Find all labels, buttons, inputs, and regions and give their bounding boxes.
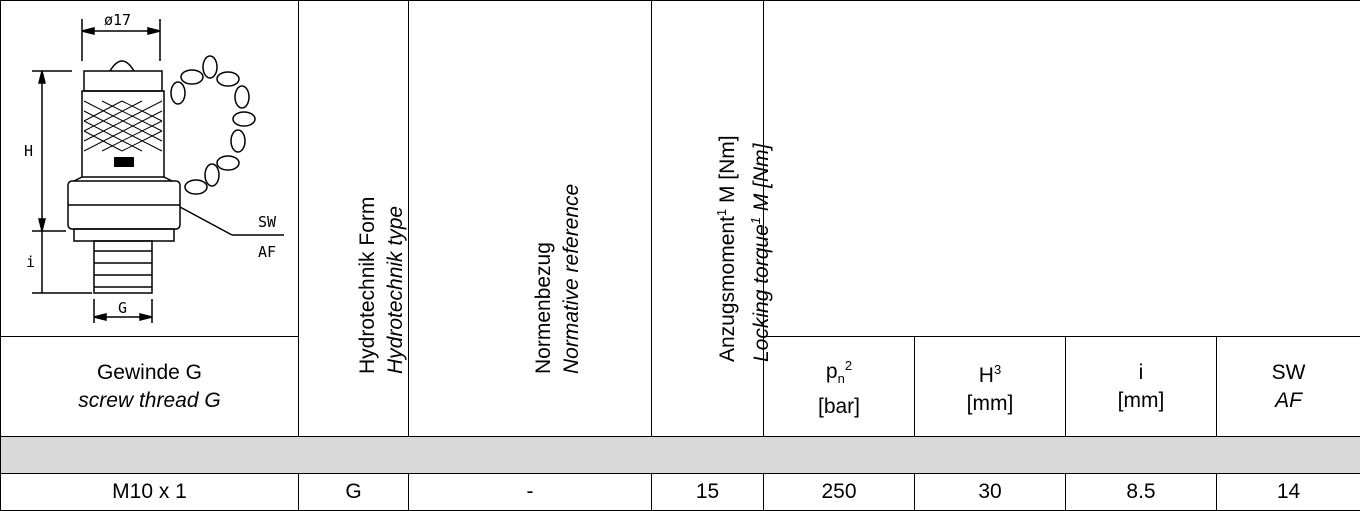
pn-sym: p bbox=[826, 360, 838, 383]
cell-pn: 250 bbox=[764, 474, 915, 511]
h-sym: H bbox=[979, 364, 994, 387]
pn-unit: [bar] bbox=[764, 393, 914, 421]
cell-type: G bbox=[299, 474, 409, 511]
pn-sub: n bbox=[838, 371, 845, 386]
thread-header-en: screw thread G bbox=[1, 387, 298, 415]
drawing-cell: ø17 H i G SW AF bbox=[1, 1, 299, 337]
norm-header-en: Normative reference bbox=[558, 184, 586, 374]
cell-sw: 14 bbox=[1217, 474, 1360, 511]
cell-torque: 15 bbox=[652, 474, 764, 511]
coupling-drawing: ø17 H i G SW AF bbox=[2, 1, 298, 330]
cell-h: 30 bbox=[915, 474, 1066, 511]
type-header-en: Hydrotechnik type bbox=[382, 197, 410, 374]
norm-header: Normenbezug Normative reference bbox=[409, 1, 652, 437]
drawing-dim-g: G bbox=[118, 299, 127, 317]
sw-en: AF bbox=[1217, 387, 1360, 415]
h-header: H3 [mm] bbox=[915, 337, 1066, 437]
cell-thread: M10 x 1 bbox=[1, 474, 299, 511]
h-sup: 3 bbox=[994, 362, 1001, 377]
type-header-de: Hydrotechnik Form bbox=[354, 197, 382, 374]
i-unit: [mm] bbox=[1066, 387, 1216, 415]
pn-sup: 2 bbox=[845, 358, 852, 373]
pn-header: pn2 [bar] bbox=[764, 337, 915, 437]
torque-sup-en: 1 bbox=[748, 217, 763, 224]
type-header: Hydrotechnik Form Hydrotechnik type bbox=[299, 1, 409, 437]
torque-header: Anzugsmoment1 M [Nm] Locking torque1 M [… bbox=[652, 1, 764, 437]
torque-header-en-unit: M [Nm] bbox=[750, 144, 773, 212]
drawing-dim-h: H bbox=[24, 142, 33, 160]
torque-header-de-unit: M [Nm] bbox=[716, 135, 739, 203]
h-unit: [mm] bbox=[915, 390, 1065, 418]
table-row: M10 x 1 G - 15 250 30 8.5 14 bbox=[1, 474, 1360, 511]
i-sym: i bbox=[1066, 359, 1216, 387]
thread-header-de: Gewinde G bbox=[1, 359, 298, 387]
norm-header-de: Normenbezug bbox=[530, 184, 558, 374]
torque-header-de: Anzugsmoment bbox=[716, 216, 739, 362]
section-divider bbox=[1, 437, 1360, 474]
drawing-dim-af: AF bbox=[258, 243, 276, 261]
cell-norm: - bbox=[409, 474, 652, 511]
drawing-dim-top: ø17 bbox=[104, 11, 131, 29]
torque-header-en: Locking torque bbox=[750, 224, 773, 362]
empty-header-cell bbox=[764, 1, 1360, 337]
brand-logo-icon bbox=[114, 157, 134, 167]
sw-header: SW AF bbox=[1217, 337, 1360, 437]
torque-sup-de: 1 bbox=[714, 209, 729, 216]
cell-i: 8.5 bbox=[1066, 474, 1217, 511]
drawing-dim-sw: SW bbox=[258, 213, 277, 231]
thread-header: Gewinde G screw thread G bbox=[1, 337, 299, 437]
i-header: i [mm] bbox=[1066, 337, 1217, 437]
drawing-dim-i: i bbox=[26, 253, 35, 271]
sw-de: SW bbox=[1217, 359, 1360, 387]
